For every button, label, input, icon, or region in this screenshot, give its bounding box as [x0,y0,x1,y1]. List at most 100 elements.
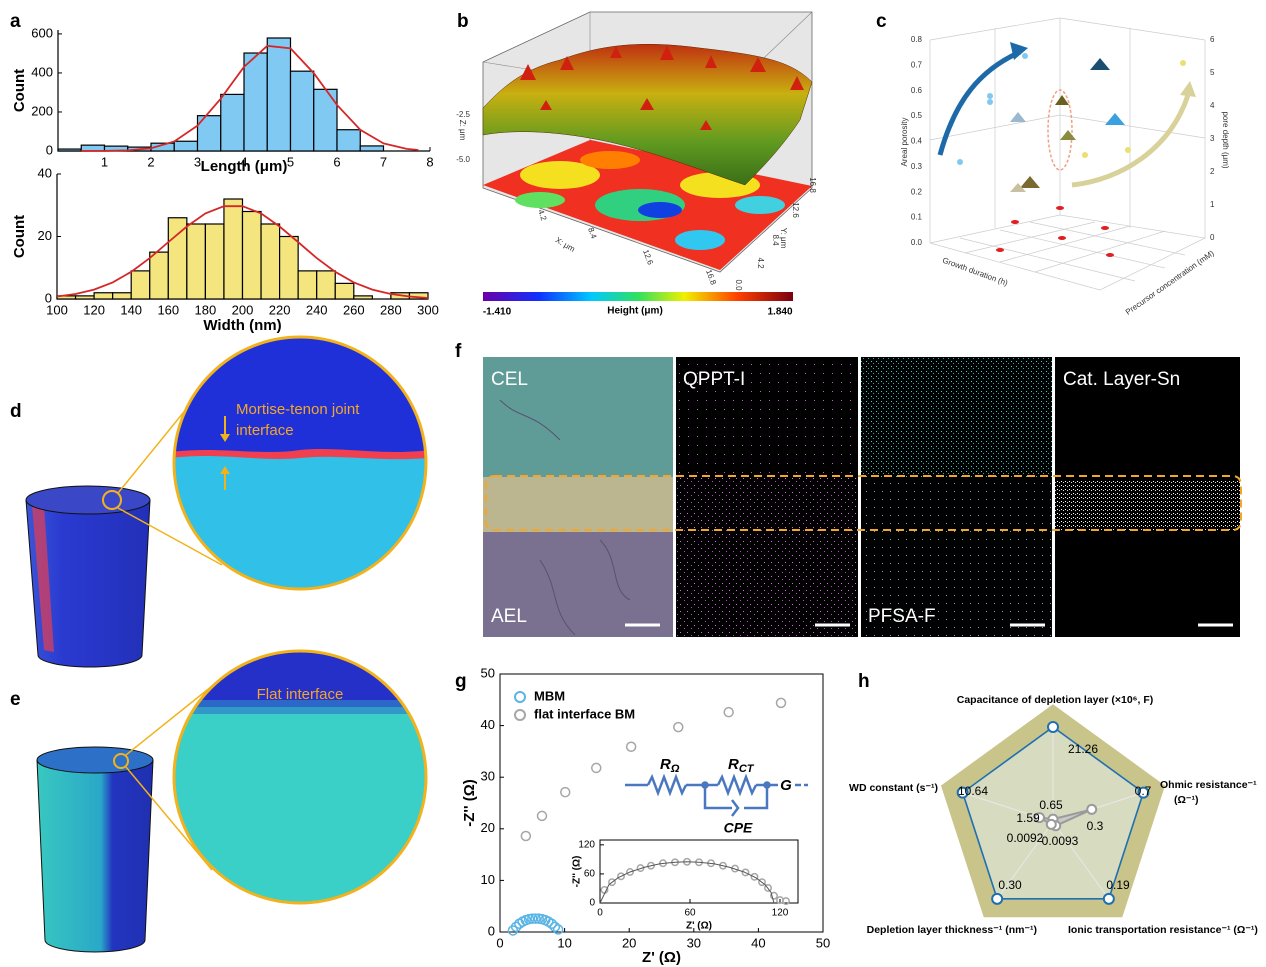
y-tick-label: 120 [578,839,595,850]
panel-label: c [876,11,887,32]
tick-label: 0.2 [911,187,923,196]
bar [131,271,150,299]
y-axis-label: -Z'' (Ω) [572,856,583,888]
fit-line [600,862,774,903]
zoom-view [170,645,430,907]
floor-grid [965,222,1095,253]
x-tick-label: 40 [751,935,765,950]
axis-label: X: μm [554,235,577,253]
value-label: 0.65 [1039,798,1063,812]
x-axis-label: Z' (Ω) [686,921,712,932]
scatter-3d [930,18,1205,290]
point [592,763,601,772]
panel-caption: Cat. Layer-Sn [1063,369,1180,390]
x-tick-label: 280 [380,302,402,317]
axes: 10012014016018020022024026028030002040Wi… [11,165,439,334]
annotation: Mortise-tenon joint [236,401,360,418]
scatter-3d-labels: Areal porosity pore depth (μm) Growth du… [900,35,1230,317]
tick-label: 6 [1210,35,1215,44]
panel-label: f [455,341,462,362]
axes: 060120060120Z' (Ω)-Z'' (Ω) [572,839,798,931]
element-map [861,357,1052,477]
panel-caption: PFSA-F [868,606,936,627]
colorbar-min: -1.410 [483,307,512,318]
tick-label: 16.8 [808,177,817,193]
floor [930,215,1205,290]
colorbar-max: 1.840 [767,307,792,318]
value-label: 10.64 [958,784,988,798]
bar [261,224,280,299]
point [724,708,733,717]
x-tick-label: 1 [101,154,108,169]
zoom-view [170,330,430,595]
bar [205,224,224,299]
bar [224,199,243,299]
panel-label: h [858,671,870,692]
y-tick-label: 0 [45,290,52,305]
radar-point [1104,894,1114,904]
y-tick-label: 50 [481,665,495,680]
bar [291,71,314,151]
x-axis-label: Length (μm) [201,158,288,175]
axis-label: Areal porosity [900,118,909,167]
radar-axis-label: Ohmic resistance⁻¹ [1160,779,1257,791]
circuit-label: G [780,777,792,794]
bar [174,141,197,151]
y-tick-label: 400 [31,64,53,79]
point [674,723,683,732]
radar-axis-label: WD constant (s⁻¹) [849,782,938,794]
circuit-subscript: Ω [670,763,680,775]
legend-marker [515,692,525,702]
circuit-label: RCT [728,756,755,775]
bar [317,271,336,299]
point [561,788,570,797]
tick-label: 2 [1210,167,1215,176]
y-tick-label: 600 [31,25,53,40]
bar [94,293,113,299]
y-tick-label: 10 [481,872,495,887]
figure: a b c d e f g h -1.410 Height (μm) 1.840… [0,0,1266,967]
bar [76,296,95,299]
bar [360,146,383,151]
bar [335,283,354,299]
tick-label: 0.8 [911,35,923,44]
x-tick-label: 7 [380,154,387,169]
sem-region [483,477,673,532]
y-tick-label: 60 [584,869,596,880]
y-axis-label: Count [11,69,28,112]
tick-label: 0.4 [911,137,923,146]
x-tick-label: 260 [343,302,365,317]
x-tick-label: 5 [287,154,294,169]
tick-label: 0.6 [911,86,923,95]
y-tick-label: 0 [46,142,53,157]
tick-label: 0.0 [734,279,743,291]
x-tick-label: 0 [496,935,503,950]
tick-label: 4.2 [756,257,765,269]
x-tick-label: 10 [557,935,571,950]
radar-axis-label: Depletion layer thickness⁻¹ (nm⁻¹) [867,924,1037,936]
axis-label: Z: μm [458,120,467,141]
circuit-symbol: R [728,756,739,773]
floor-grid [1000,230,1165,268]
radar-axis-label: Capacitance of depletion layer (×10⁶, F) [957,694,1154,706]
value-label: 0.30 [998,878,1022,892]
radar-point [1087,805,1096,814]
y-tick-label: 20 [38,228,52,243]
x-tick-label: 140 [120,302,142,317]
cylinder [37,760,153,952]
tomography-e: Flat interface [37,645,430,952]
x-tick-label: 6 [333,154,340,169]
x-axis-label: Z' (Ω) [642,949,681,966]
cylinder-top [37,747,153,773]
axis-label: pore depth (μm) [1221,111,1230,168]
value-label: 0.19 [1106,878,1130,892]
y-tick-label: 0 [488,923,495,938]
panel-label: d [10,401,22,422]
bar [187,224,206,299]
bar [298,271,317,299]
tick-label: 12.6 [641,248,655,266]
tick-label: 5 [1210,68,1215,77]
colorbar-title: Height (μm) [607,306,663,317]
x-tick-label: 2 [147,154,154,169]
point [627,742,636,751]
